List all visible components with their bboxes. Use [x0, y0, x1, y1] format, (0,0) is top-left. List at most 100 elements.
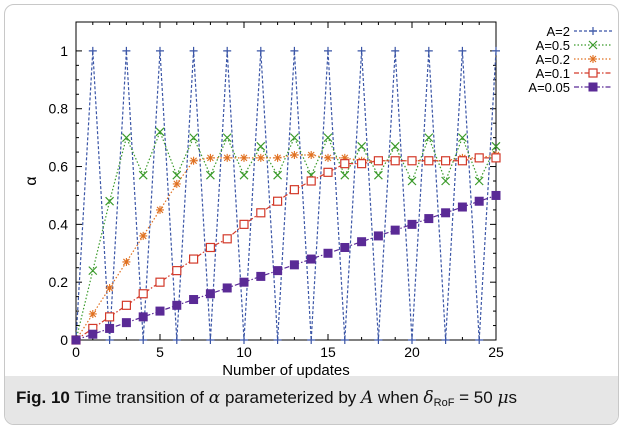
data-point [324, 153, 332, 162]
data-point [105, 323, 115, 333]
chart-axes: 0 5 10 15 20 25 0 0.2 0.4 0.6 0.8 1 [49, 21, 504, 360]
chart-legend: A=2A=0.5A=0.2A=0.1A=0.05 [528, 24, 612, 95]
data-point [290, 150, 299, 159]
data-point [273, 153, 282, 162]
figure-frame [4, 4, 619, 425]
data-point [491, 153, 501, 163]
caption-alpha-symbol: α [208, 388, 221, 408]
data-point [138, 170, 148, 180]
x-tick-label: 15 [320, 344, 336, 360]
data-point [139, 231, 148, 240]
data-point [407, 156, 417, 166]
legend-label: A=0.5 [536, 38, 570, 53]
caption-unit: s [508, 388, 518, 407]
data-point [491, 141, 501, 151]
x-tick-label: 20 [404, 344, 420, 360]
data-point [424, 214, 434, 224]
data-point [121, 318, 131, 328]
y-axis-label: α [23, 176, 40, 185]
data-point [391, 46, 400, 55]
x-tick-label: 10 [236, 344, 252, 360]
data-point [222, 234, 232, 244]
data-point [88, 266, 98, 276]
data-point [307, 336, 316, 344]
legend-marker [588, 68, 598, 78]
data-point [340, 336, 349, 344]
data-point [172, 266, 182, 276]
data-point [340, 242, 350, 252]
legend-marker [588, 82, 598, 92]
y-tick-label: 0.8 [49, 101, 69, 117]
caption-mu-symbol: μ [497, 388, 509, 408]
y-tick-label: 0.6 [49, 159, 69, 175]
y-tick-label: 0.4 [49, 216, 69, 232]
data-point [121, 133, 131, 143]
data-point [492, 46, 500, 55]
data-point [323, 248, 333, 258]
caption-band [5, 376, 618, 424]
data-point [122, 46, 131, 55]
data-point [289, 260, 299, 270]
data-point [390, 225, 400, 235]
data-point [121, 300, 132, 310]
caption-text-1: Time transition of [69, 388, 209, 407]
data-point [189, 295, 199, 305]
caption-delta-subscript: RoF [433, 397, 455, 409]
data-point [306, 176, 316, 186]
data-point [172, 179, 181, 188]
series-x [71, 127, 501, 345]
data-point [458, 46, 467, 55]
data-point [222, 133, 232, 143]
data-point [156, 205, 164, 214]
data-point [71, 335, 81, 345]
data-point [374, 336, 383, 344]
caption-text-3: when [373, 388, 424, 407]
data-point [357, 237, 367, 247]
data-point [289, 133, 299, 143]
legend-label: A=2 [547, 24, 571, 39]
data-point [307, 150, 316, 159]
data-point [424, 46, 433, 55]
caption-delta-symbol: δ [423, 388, 434, 408]
series-square-open [71, 153, 501, 345]
data-point [206, 153, 215, 162]
data-point [256, 153, 265, 162]
data-point [340, 159, 350, 169]
data-point [256, 46, 265, 55]
data-point [357, 159, 367, 169]
data-point [340, 153, 349, 162]
y-tick-label: 1 [60, 43, 68, 59]
data-point [474, 196, 484, 206]
data-point [324, 46, 332, 55]
data-point [491, 190, 501, 200]
data-point [408, 336, 416, 344]
data-point [457, 202, 467, 212]
data-point [156, 46, 164, 55]
data-point [104, 312, 115, 322]
figure-caption: Fig. 10 Time transition of α parameteriz… [16, 388, 517, 409]
data-point [189, 133, 199, 143]
data-point [373, 170, 383, 180]
data-point [138, 289, 148, 299]
data-point [88, 329, 98, 339]
data-point [172, 170, 182, 180]
series-line [75, 154, 497, 341]
caption-text-2: parameterized by [220, 388, 362, 407]
data-point [441, 156, 451, 166]
data-point [189, 254, 199, 264]
data-point [357, 141, 367, 151]
data-point [457, 133, 467, 143]
data-point [189, 46, 198, 55]
data-point [373, 231, 383, 241]
data-point [273, 266, 283, 276]
data-point [222, 283, 232, 293]
data-point [256, 208, 266, 218]
series-square-filled [71, 190, 501, 345]
data-point [88, 46, 97, 55]
data-point [138, 312, 148, 322]
legend-marker [589, 27, 597, 35]
data-point [223, 46, 232, 55]
data-point [407, 219, 417, 229]
data-point [424, 156, 434, 166]
